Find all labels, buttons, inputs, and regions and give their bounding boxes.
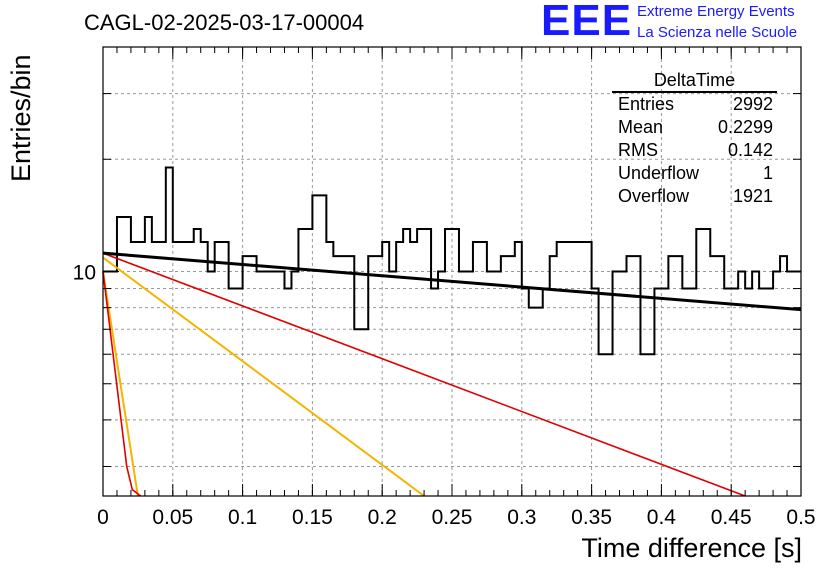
stats-label: Underflow — [618, 163, 700, 183]
x-tick-label: 0.35 — [571, 506, 612, 529]
stats-value: 2992 — [732, 94, 773, 114]
stats-row-underflow: Underflow 1 — [612, 162, 777, 185]
stats-row-entries: Entries 2992 — [612, 93, 777, 116]
y-axis-label: Entries/bin — [6, 54, 36, 182]
stats-row-mean: Mean 0.2299 — [612, 116, 777, 139]
stats-value: 1 — [762, 163, 773, 183]
curve-layer — [102, 251, 802, 497]
logo-line-2: La Scienza nelle Scuole — [637, 24, 798, 41]
stats-label: Mean — [618, 117, 664, 137]
x-tick-label: 0.2 — [368, 506, 397, 529]
stats-row-rms: RMS 0.142 — [612, 139, 777, 162]
axis-layer: 0 0.05 0.1 0.15 0.2 0.25 0.3 0.35 0.4 0.45 0.5 10 — [73, 46, 816, 529]
x-tick-label: 0.05 — [152, 506, 193, 529]
plot-frame — [102, 46, 802, 497]
logo-line-1: Extreme Energy Events — [637, 3, 795, 20]
x-axis-label: Time difference [s] — [581, 533, 802, 563]
stats-value: 1921 — [732, 186, 773, 206]
y-tick-label: 10 — [73, 262, 96, 285]
stats-title: DeltaTime — [612, 70, 777, 93]
x-tick-label: 0 — [97, 506, 109, 529]
stats-row-overflow: Overflow 1921 — [612, 185, 777, 208]
red-curve-2 — [102, 252, 746, 497]
red-curve-1 — [102, 271, 142, 497]
fit-line — [102, 251, 802, 312]
stats-value: 0.2299 — [717, 117, 773, 137]
stats-box: DeltaTime Entries 2992 Mean 0.2299 RMS 0… — [612, 70, 777, 208]
orange-curve-1 — [102, 271, 139, 497]
x-tick-label: 0.3 — [507, 506, 536, 529]
histogram-series — [103, 166, 801, 356]
x-tick-label: 0.5 — [786, 506, 815, 529]
stats-label: RMS — [618, 140, 658, 160]
stats-label: Overflow — [618, 186, 690, 206]
x-tick-label: 0.4 — [647, 506, 677, 529]
histogram-layer — [103, 166, 801, 356]
orange-curve-2 — [102, 256, 425, 497]
stats-label: Entries — [618, 94, 675, 114]
chart-title: CAGL-02-2025-03-17-00004 — [84, 10, 365, 35]
x-tick-label: 0.1 — [228, 506, 257, 529]
grid-layer — [103, 46, 801, 496]
x-tick-label: 0.25 — [432, 506, 473, 529]
x-tick-label: 0.15 — [292, 506, 333, 529]
stats-value: 0.142 — [727, 140, 773, 160]
eee-logo: EEE — [541, 0, 633, 45]
x-tick-label: 0.45 — [711, 506, 752, 529]
